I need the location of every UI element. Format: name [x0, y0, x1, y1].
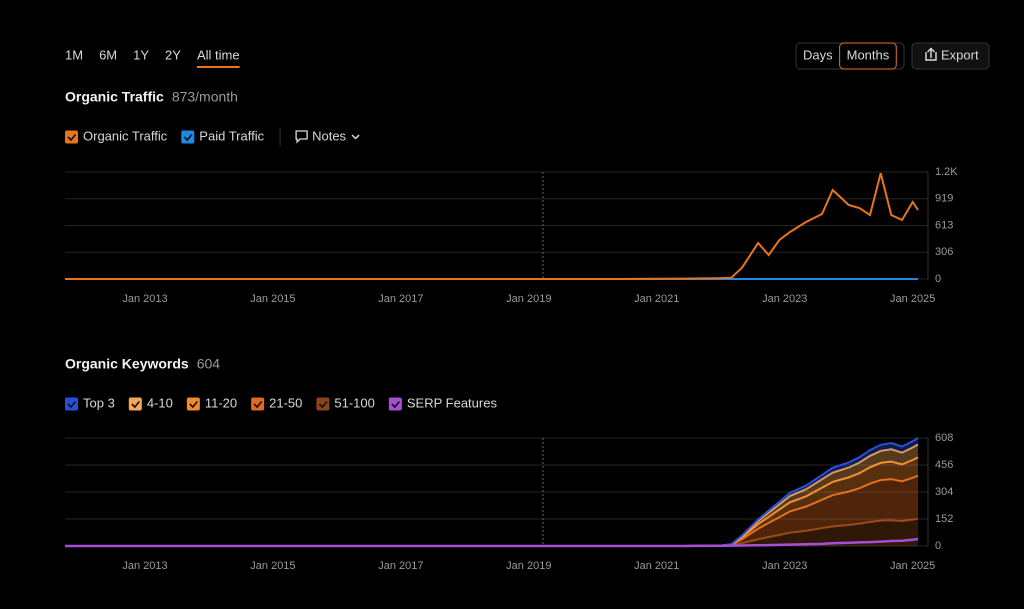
x-tick-label: Jan 2017	[378, 293, 423, 305]
x-tick-label: Jan 2021	[634, 293, 679, 305]
chart-title: Organic Keywords	[65, 356, 189, 372]
range-button[interactable]: All time	[197, 47, 240, 62]
legend-item[interactable]: 51-100	[334, 395, 374, 410]
legend-item-check	[67, 400, 77, 409]
legend-item-checkbox[interactable]	[181, 130, 195, 144]
legend-item[interactable]: Top 3	[83, 395, 115, 410]
legend-item-checkbox[interactable]	[65, 130, 78, 144]
legend-item-checkbox[interactable]	[251, 397, 265, 411]
legend-item[interactable]: Organic Traffic	[83, 128, 168, 143]
y-tick-label: 306	[935, 246, 953, 258]
y-tick-label: 0	[935, 540, 941, 552]
notes-icon	[295, 130, 308, 144]
granularity-selected	[839, 42, 897, 70]
range-button[interactable]: 6M	[99, 47, 117, 62]
x-tick-label: Jan 2025	[890, 293, 935, 305]
legend-item-checkbox[interactable]	[388, 397, 402, 411]
notes-chevron	[351, 134, 360, 140]
legend-item-check	[318, 400, 328, 409]
legend-item-checkbox[interactable]	[128, 397, 142, 411]
y-tick-label: 456	[935, 459, 953, 471]
legend-item-check	[253, 400, 263, 409]
y-tick-label: 152	[935, 513, 953, 525]
export-icon	[925, 47, 937, 61]
legend-item-checkbox[interactable]	[65, 397, 78, 411]
x-tick-label: Jan 2023	[762, 293, 807, 305]
y-tick-label: 608	[935, 432, 953, 444]
chart-title: Organic Traffic	[65, 89, 164, 105]
x-tick-label: Jan 2021	[634, 560, 679, 572]
notes-button[interactable]: Notes	[312, 128, 346, 143]
legend-item[interactable]: Paid Traffic	[199, 128, 264, 143]
chart-subtitle: 873/month	[172, 89, 238, 105]
range-button[interactable]: 1Y	[133, 47, 149, 62]
y-tick-label: 0	[935, 273, 941, 285]
legend-item-check	[189, 400, 198, 409]
range-underline	[196, 66, 240, 68]
range-button[interactable]: 1M	[65, 47, 83, 62]
chart-subtitle: 604	[197, 356, 221, 372]
x-tick-label: Jan 2023	[762, 560, 807, 572]
legend-item-checkbox[interactable]	[186, 397, 200, 411]
x-tick-label: Jan 2013	[122, 560, 167, 572]
x-tick-label: Jan 2019	[506, 293, 551, 305]
legend-item[interactable]: 4-10	[147, 395, 173, 410]
y-tick-label: 1.2K	[935, 166, 958, 178]
legend-item[interactable]: SERP Features	[407, 395, 498, 410]
y-tick-label: 919	[935, 193, 953, 205]
x-tick-label: Jan 2019	[506, 560, 551, 572]
x-tick-label: Jan 2025	[890, 560, 935, 572]
legend-item-check	[131, 400, 140, 409]
legend-item-check	[67, 133, 77, 142]
legend-item-check	[183, 133, 193, 142]
x-tick-label: Jan 2013	[122, 293, 167, 305]
legend-item[interactable]: 11-20	[205, 395, 237, 410]
legend-item[interactable]: 21-50	[269, 395, 302, 410]
y-tick-label: 613	[935, 219, 953, 231]
granularity-button[interactable]: Months	[847, 47, 890, 62]
x-tick-label: Jan 2017	[378, 560, 423, 572]
legend-item-checkbox[interactable]	[316, 397, 330, 411]
x-tick-label: Jan 2015	[250, 293, 295, 305]
series-line	[65, 173, 919, 280]
legend-item-check	[391, 400, 400, 409]
x-tick-label: Jan 2015	[250, 560, 295, 572]
range-button[interactable]: 2Y	[165, 47, 181, 62]
series-line	[65, 537, 919, 548]
granularity-button[interactable]: Days	[803, 47, 833, 62]
export-label: Export	[941, 47, 979, 62]
y-tick-label: 304	[935, 486, 953, 498]
